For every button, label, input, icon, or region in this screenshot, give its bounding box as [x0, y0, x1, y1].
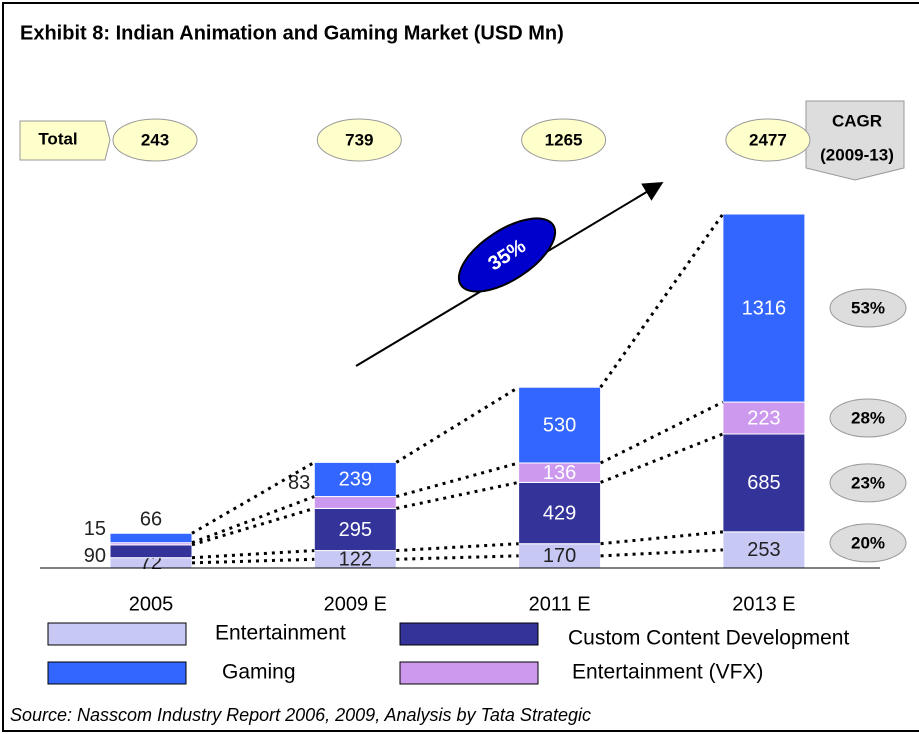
- cagr-ellipse: [829, 463, 907, 503]
- value-label: 122: [339, 549, 372, 571]
- bar-segment: [722, 401, 806, 435]
- value-label: 530: [543, 414, 576, 436]
- bar-segment: [518, 386, 602, 464]
- bar-segment: [313, 496, 397, 509]
- x-tick-label: 2011 E: [529, 593, 591, 615]
- total-ellipse: [725, 118, 811, 162]
- legend-label: Gaming: [222, 661, 296, 684]
- legend-label: Entertainment (VFX): [572, 661, 763, 684]
- source: Source: Nasscom Industry Report 2006, 20…: [10, 705, 591, 725]
- total-tag: [19, 120, 111, 161]
- cagr-value: 23%: [851, 473, 885, 492]
- value-label: 253: [747, 539, 780, 561]
- value-label: 295: [339, 519, 372, 541]
- value-label: 90: [84, 545, 106, 567]
- connector: [395, 480, 519, 510]
- cagr-title: CAGR: [832, 111, 882, 130]
- value-label: 170: [543, 545, 576, 567]
- connector: [599, 213, 725, 389]
- cagr-value: 28%: [851, 408, 885, 427]
- cagr-value: 53%: [851, 299, 885, 318]
- value-label: 239: [339, 469, 372, 491]
- legend-label: Custom Content Development: [568, 627, 849, 650]
- total-value: 1265: [545, 130, 583, 149]
- bar-segment: [518, 481, 602, 545]
- cagr-ellipse: [829, 288, 907, 328]
- bar-segment: [313, 507, 397, 552]
- x-tick-label: 2005: [129, 593, 174, 615]
- value-label: 223: [747, 407, 780, 429]
- total-ellipse: [521, 118, 607, 162]
- bar-segment: [722, 213, 806, 403]
- value-label: 429: [543, 502, 576, 524]
- bar-segment: [109, 544, 193, 559]
- connector: [191, 495, 315, 545]
- bar-segment: [518, 543, 602, 569]
- value-label: 685: [747, 472, 780, 494]
- cagr-period: (2009-13): [820, 145, 894, 164]
- value-label: 136: [543, 462, 576, 484]
- legend-swatch: [399, 622, 539, 646]
- value-label: 1316: [742, 297, 787, 319]
- total-value: 2477: [749, 130, 787, 149]
- bar-segment: [722, 433, 806, 533]
- legend-swatch: [47, 661, 187, 685]
- bar-segment: [313, 461, 397, 498]
- total-value: 243: [141, 130, 169, 149]
- x-tick-label: 2009 E: [324, 593, 387, 615]
- bar-segment: [109, 532, 193, 544]
- x-tick-label: 2013 E: [732, 593, 795, 615]
- bar-segment: [722, 531, 806, 569]
- cagr-value: 20%: [851, 533, 885, 552]
- legend-swatch: [399, 661, 539, 685]
- cagr-tag: [805, 100, 905, 181]
- cagr-ellipse: [829, 523, 907, 563]
- total-ellipse: [112, 118, 198, 162]
- connector: [599, 400, 724, 465]
- value-label: 66: [140, 509, 162, 531]
- connector: [395, 461, 519, 498]
- connector: [191, 506, 315, 547]
- total-value: 739: [345, 130, 373, 149]
- cagr-ellipse: [829, 398, 907, 438]
- total-ellipse: [316, 118, 402, 162]
- value-label: 83: [288, 472, 310, 494]
- connector: [600, 432, 724, 484]
- value-label: 15: [84, 518, 106, 540]
- total-label: Total: [38, 129, 77, 148]
- legend-label: Entertainment: [215, 622, 346, 645]
- chart-title: Exhibit 8: Indian Animation and Gaming M…: [20, 22, 564, 44]
- legend-swatch: [47, 622, 187, 646]
